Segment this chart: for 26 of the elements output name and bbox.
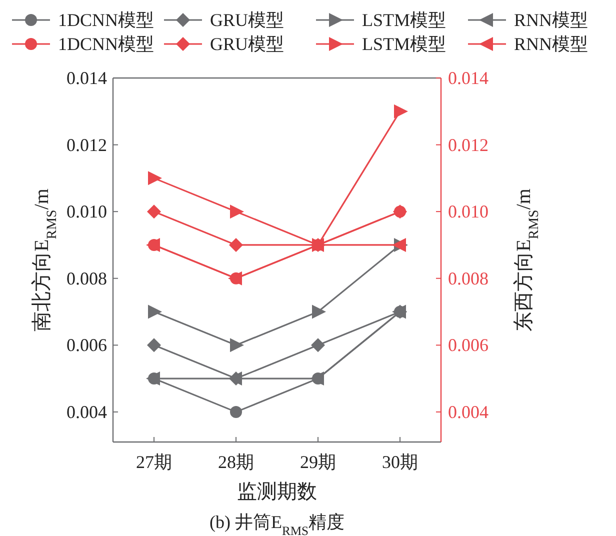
x-tick-label: 28期 [218, 452, 254, 472]
y-tick-label: 0.014 [66, 68, 107, 88]
y-tick-label: 0.008 [66, 268, 107, 288]
y2-tick-label: 0.012 [448, 134, 488, 155]
x-axis-title: 监测期数 [237, 481, 317, 503]
legend-label: RNN模型 [514, 34, 588, 54]
y2-tick-label: 0.006 [448, 335, 488, 356]
y2-tick-label: 0.014 [448, 68, 488, 88]
y2-tick-label: 0.010 [448, 202, 488, 222]
text: (b) 井筒E$_{RMS}$精度 [209, 512, 345, 536]
y-tick-label: 0.004 [66, 402, 107, 422]
legend-label: LSTM模型 [362, 34, 446, 54]
x-tick-label: 27期 [136, 452, 172, 472]
y-tick-label: 0.010 [66, 202, 107, 222]
x-tick-label: 30期 [382, 452, 418, 472]
y-tick-label: 0.006 [66, 335, 107, 356]
legend-label: 1DCNN模型 [58, 34, 154, 54]
legend-label: 1DCNN模型 [58, 10, 154, 30]
y2-tick-label: 0.004 [448, 402, 488, 422]
x-tick-label: 29期 [300, 452, 336, 472]
legend-label: RNN模型 [514, 10, 588, 30]
legend-label: GRU模型 [210, 10, 284, 30]
y2-tick-label: 0.008 [448, 268, 488, 288]
legend-label: LSTM模型 [362, 10, 446, 30]
legend-label: GRU模型 [210, 34, 284, 54]
y-tick-label: 0.012 [66, 134, 107, 155]
